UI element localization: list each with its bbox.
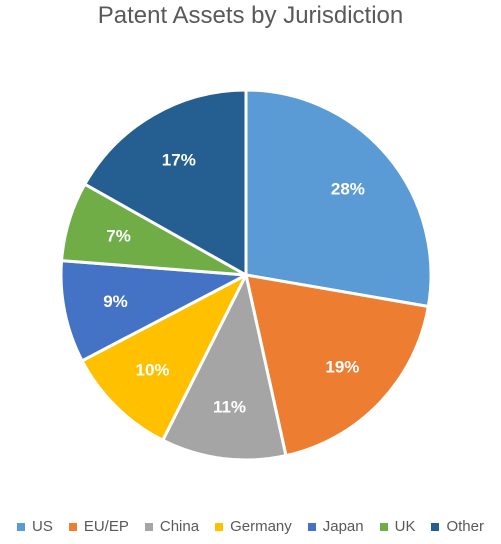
legend-swatch	[431, 522, 440, 531]
pie-slice-eu-ep	[244, 273, 430, 458]
data-label-us: 28%	[331, 180, 365, 199]
legend-swatch	[144, 522, 153, 531]
pie-slice-japan	[59, 259, 248, 363]
data-label-eu-ep: 19%	[325, 358, 359, 377]
data-label-germany: 10%	[135, 360, 169, 379]
legend-label: UK	[394, 518, 416, 535]
legend-swatch	[307, 522, 316, 531]
pie-slice-other	[83, 88, 248, 277]
data-label-other: 17%	[162, 151, 196, 170]
legend-label: Japan	[322, 518, 364, 535]
pie-labels: 28% 19% 11% 10% 9% 7% 17%	[103, 151, 365, 417]
legend-item-us: US	[17, 518, 53, 535]
legend-item-eu-ep: EU/EP	[68, 518, 129, 535]
legend-label: EU/EP	[83, 518, 129, 535]
legend-swatch	[68, 522, 77, 531]
pie-slice-us	[244, 88, 433, 308]
pie-slice-germany	[80, 273, 248, 442]
legend-label: US	[32, 518, 53, 535]
legend-label: Germany	[230, 518, 292, 535]
legend-item-uk: UK	[379, 518, 416, 535]
legend-swatch	[379, 522, 388, 531]
pie-chart: 28% 19% 11% 10% 9% 7% 17%	[59, 88, 433, 462]
data-label-china: 11%	[213, 398, 246, 417]
legend: US EU/EP China Germany Japan UK Other	[0, 518, 501, 535]
pie-slice-china	[161, 273, 288, 462]
legend-label: China	[159, 518, 200, 535]
data-label-uk: 7%	[106, 227, 131, 246]
legend-item-japan: Japan	[307, 518, 364, 535]
legend-swatch	[215, 522, 224, 531]
data-label-japan: 9%	[103, 292, 128, 311]
pie-slices	[59, 88, 433, 462]
legend-item-other: Other	[431, 518, 484, 535]
legend-item-china: China	[144, 518, 200, 535]
legend-label: Other	[446, 518, 484, 535]
legend-swatch	[17, 522, 25, 531]
chart-title: Patent Assets by Jurisdiction	[97, 2, 404, 29]
legend-item-germany: Germany	[215, 518, 292, 535]
